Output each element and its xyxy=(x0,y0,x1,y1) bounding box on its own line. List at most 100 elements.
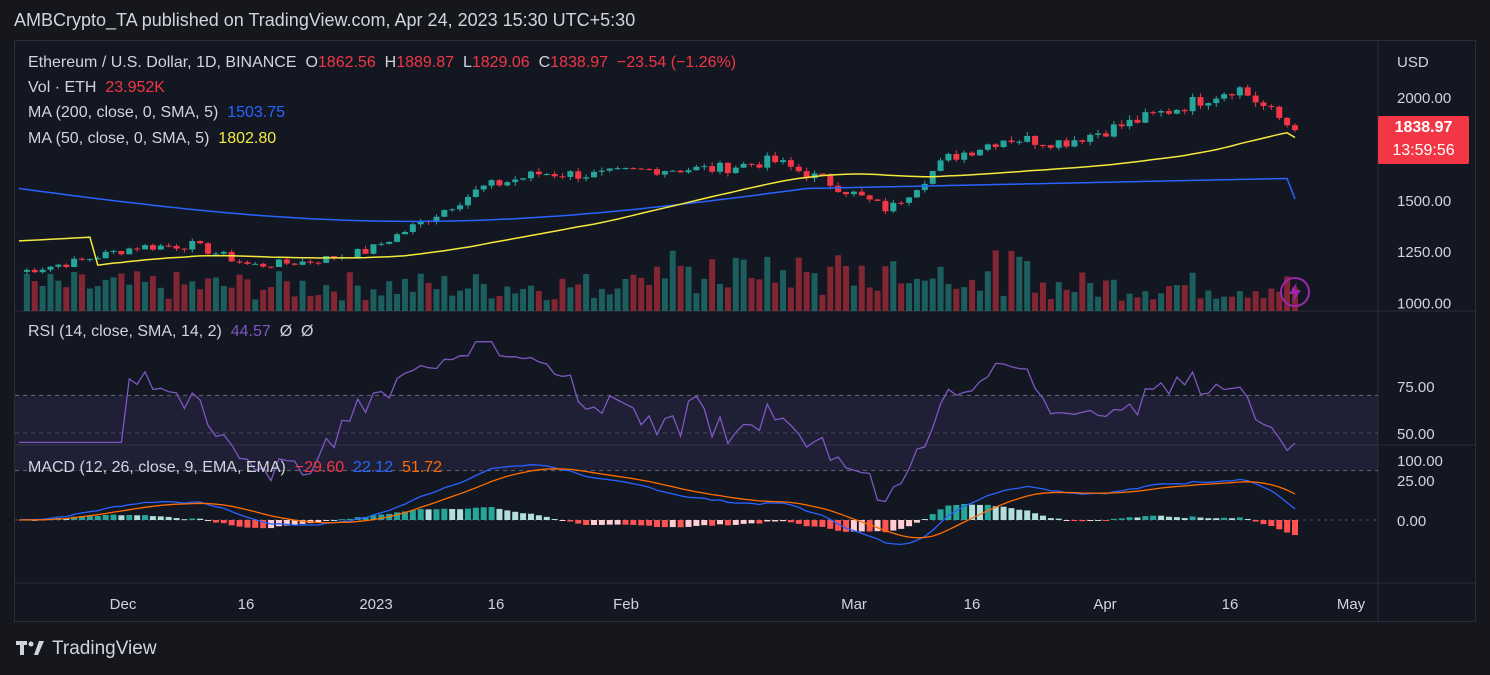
macd-histogram-bar xyxy=(205,520,212,522)
macd-histogram-bar xyxy=(811,520,818,527)
macd-histogram-bar xyxy=(827,520,834,529)
macd-histogram-bar xyxy=(1165,516,1172,520)
candle-body xyxy=(803,171,810,179)
macd-histogram-bar xyxy=(969,504,976,520)
macd-hist-value: −29.60 xyxy=(294,459,345,476)
candle-body xyxy=(433,216,440,223)
candle-body xyxy=(748,163,755,165)
macd-histogram-bar xyxy=(890,520,897,531)
candle-body xyxy=(110,251,117,253)
candle-body xyxy=(1008,140,1015,143)
candle-body xyxy=(969,152,976,156)
volume-bar xyxy=(307,295,314,311)
candle-body xyxy=(661,171,668,175)
volume-bar xyxy=(1142,291,1149,311)
volume-bar xyxy=(1181,285,1188,311)
volume-bar xyxy=(480,283,487,311)
macd-axis-tick: 0.00 xyxy=(1397,513,1426,530)
macd-histogram-bar xyxy=(1039,515,1046,520)
macd-histogram-bar xyxy=(1268,520,1275,527)
candle-body xyxy=(1276,106,1283,118)
candle-body xyxy=(693,166,700,171)
candle-body xyxy=(1087,134,1094,142)
volume-bar xyxy=(370,289,377,311)
volume-bar xyxy=(283,281,290,311)
volume-bar xyxy=(984,271,991,311)
macd-histogram-bar xyxy=(417,509,424,520)
volume-bar xyxy=(969,279,976,311)
volume-bar xyxy=(394,294,401,311)
volume-bar xyxy=(811,273,818,311)
volume-legend: Vol · ETH 23.952K xyxy=(28,79,165,97)
macd-histogram-bar xyxy=(1024,510,1031,520)
candle-body xyxy=(63,264,70,267)
change-value: −23.54 (−1.26%) xyxy=(616,54,737,71)
candle-body xyxy=(575,171,582,179)
volume-bar xyxy=(1047,299,1054,311)
macd-histogram-bar xyxy=(858,520,865,532)
macd-histogram-bar xyxy=(866,520,873,532)
volume-bar xyxy=(921,280,928,311)
time-axis-label: Mar xyxy=(841,596,867,613)
volume-bar xyxy=(1244,297,1251,311)
volume-bar xyxy=(441,276,448,311)
candle-body xyxy=(47,266,54,270)
volume-bar xyxy=(181,284,188,311)
volume-bar xyxy=(1016,256,1023,311)
macd-histogram-bar xyxy=(299,520,306,524)
volume-bar xyxy=(1055,282,1062,311)
candle-body xyxy=(622,168,629,170)
macd-histogram-bar xyxy=(1244,518,1251,520)
macd-histogram-bar xyxy=(921,518,928,520)
volume-bar xyxy=(252,299,259,311)
volume-bar xyxy=(55,280,62,311)
candle-body xyxy=(827,175,834,186)
macd-histogram-bar xyxy=(126,514,133,520)
candle-body xyxy=(378,243,385,245)
candle-body xyxy=(441,209,448,217)
close-value: 1838.97 xyxy=(550,54,609,71)
macd-histogram-bar xyxy=(638,520,645,526)
volume-bar xyxy=(110,277,117,311)
candle-body xyxy=(1095,133,1102,135)
macd-histogram-bar xyxy=(953,504,960,520)
candle-body xyxy=(520,178,527,180)
candle-body xyxy=(394,234,401,242)
macd-histogram-bar xyxy=(520,513,527,520)
candle-body xyxy=(984,144,991,150)
volume-label: Vol · ETH xyxy=(28,79,97,96)
volume-bar xyxy=(819,294,826,311)
volume-value: 23.952K xyxy=(105,79,165,96)
candle-body xyxy=(244,262,251,264)
candle-body xyxy=(1252,95,1259,103)
tradingview-footer[interactable]: TradingView xyxy=(16,638,157,660)
macd-histogram-bar xyxy=(622,520,629,525)
candle-body xyxy=(362,249,369,254)
macd-histogram-bar xyxy=(1181,518,1188,520)
volume-bar xyxy=(1102,280,1109,311)
candle-body xyxy=(236,261,243,263)
chart-canvas[interactable]: USD 2000.00 1500.00 1250.00 1000.00 75.00 50.0… xyxy=(15,41,1475,621)
alert-lightning-icon[interactable] xyxy=(1280,277,1310,307)
rsi-legend: RSI (14, close, SMA, 14, 2) 44.57 Ø Ø xyxy=(28,323,313,341)
volume-bar xyxy=(1197,298,1204,311)
time-axis-label: Dec xyxy=(110,596,137,613)
volume-bar xyxy=(346,272,353,311)
macd-histogram-bar xyxy=(315,520,322,523)
macd-histogram-bar xyxy=(606,520,613,525)
volume-bar xyxy=(575,284,582,311)
macd-histogram-bar xyxy=(590,520,597,525)
candle-body xyxy=(480,185,487,190)
candle-body xyxy=(31,269,38,273)
volume-bar xyxy=(590,297,597,311)
volume-bar xyxy=(1158,293,1165,311)
low-label: L xyxy=(462,54,472,71)
volume-bar xyxy=(197,289,204,311)
volume-bar xyxy=(173,271,180,311)
volume-bar xyxy=(780,270,787,311)
volume-bar xyxy=(803,272,810,311)
time-axis-label: 16 xyxy=(238,596,255,613)
macd-line-value: 22.12 xyxy=(353,459,394,476)
macd-histogram-bar xyxy=(937,509,944,520)
chart-frame[interactable]: USD 2000.00 1500.00 1250.00 1000.00 75.00 50.0… xyxy=(14,40,1476,622)
